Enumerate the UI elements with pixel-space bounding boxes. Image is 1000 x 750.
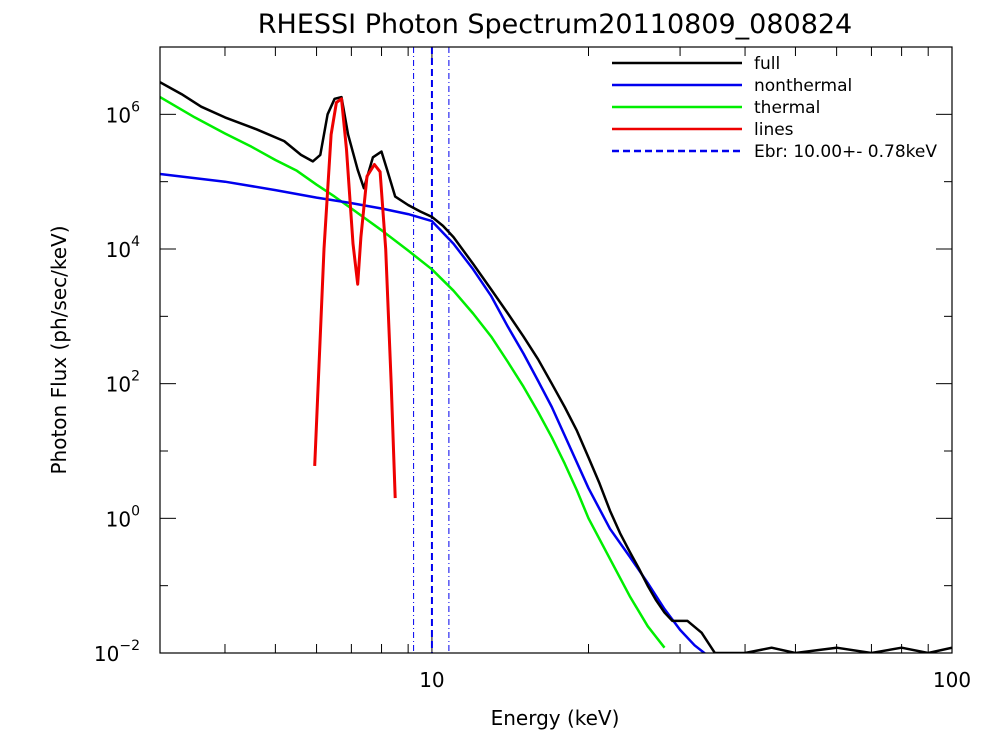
- legend-label: nonthermal: [754, 76, 852, 96]
- series-line-nonthermal: [160, 172, 707, 653]
- series-line-lines: [313, 97, 397, 499]
- x-axis-label: Energy (keV): [491, 706, 620, 730]
- y-tick-label: 10−2: [94, 638, 140, 666]
- plot-area: [160, 47, 952, 653]
- x-tick-label: 100: [933, 668, 971, 692]
- x-tick-label: 10: [419, 668, 444, 692]
- y-axis-label: Photon Flux (ph/sec/keV): [47, 225, 71, 474]
- legend-label: thermal: [754, 98, 820, 118]
- legend-label: lines: [754, 120, 794, 140]
- y-tick-label: 100: [106, 503, 140, 531]
- chart-title: RHESSI Photon Spectrum20110809_080824: [258, 9, 853, 40]
- legend-label: Ebr: 10.00+- 0.78keV: [754, 142, 937, 162]
- series-line-thermal: [160, 96, 666, 649]
- legend-label: full: [754, 54, 780, 74]
- plot-frame: [159, 46, 953, 654]
- y-tick-label: 106: [106, 99, 140, 127]
- series-line-full: [160, 81, 952, 653]
- axis-tick-labels: 10 100 10−2 100 102 104 106: [94, 99, 971, 692]
- y-tick-label: 102: [106, 369, 140, 397]
- axis-ticks: [159, 46, 953, 654]
- y-tick-label: 104: [106, 234, 140, 262]
